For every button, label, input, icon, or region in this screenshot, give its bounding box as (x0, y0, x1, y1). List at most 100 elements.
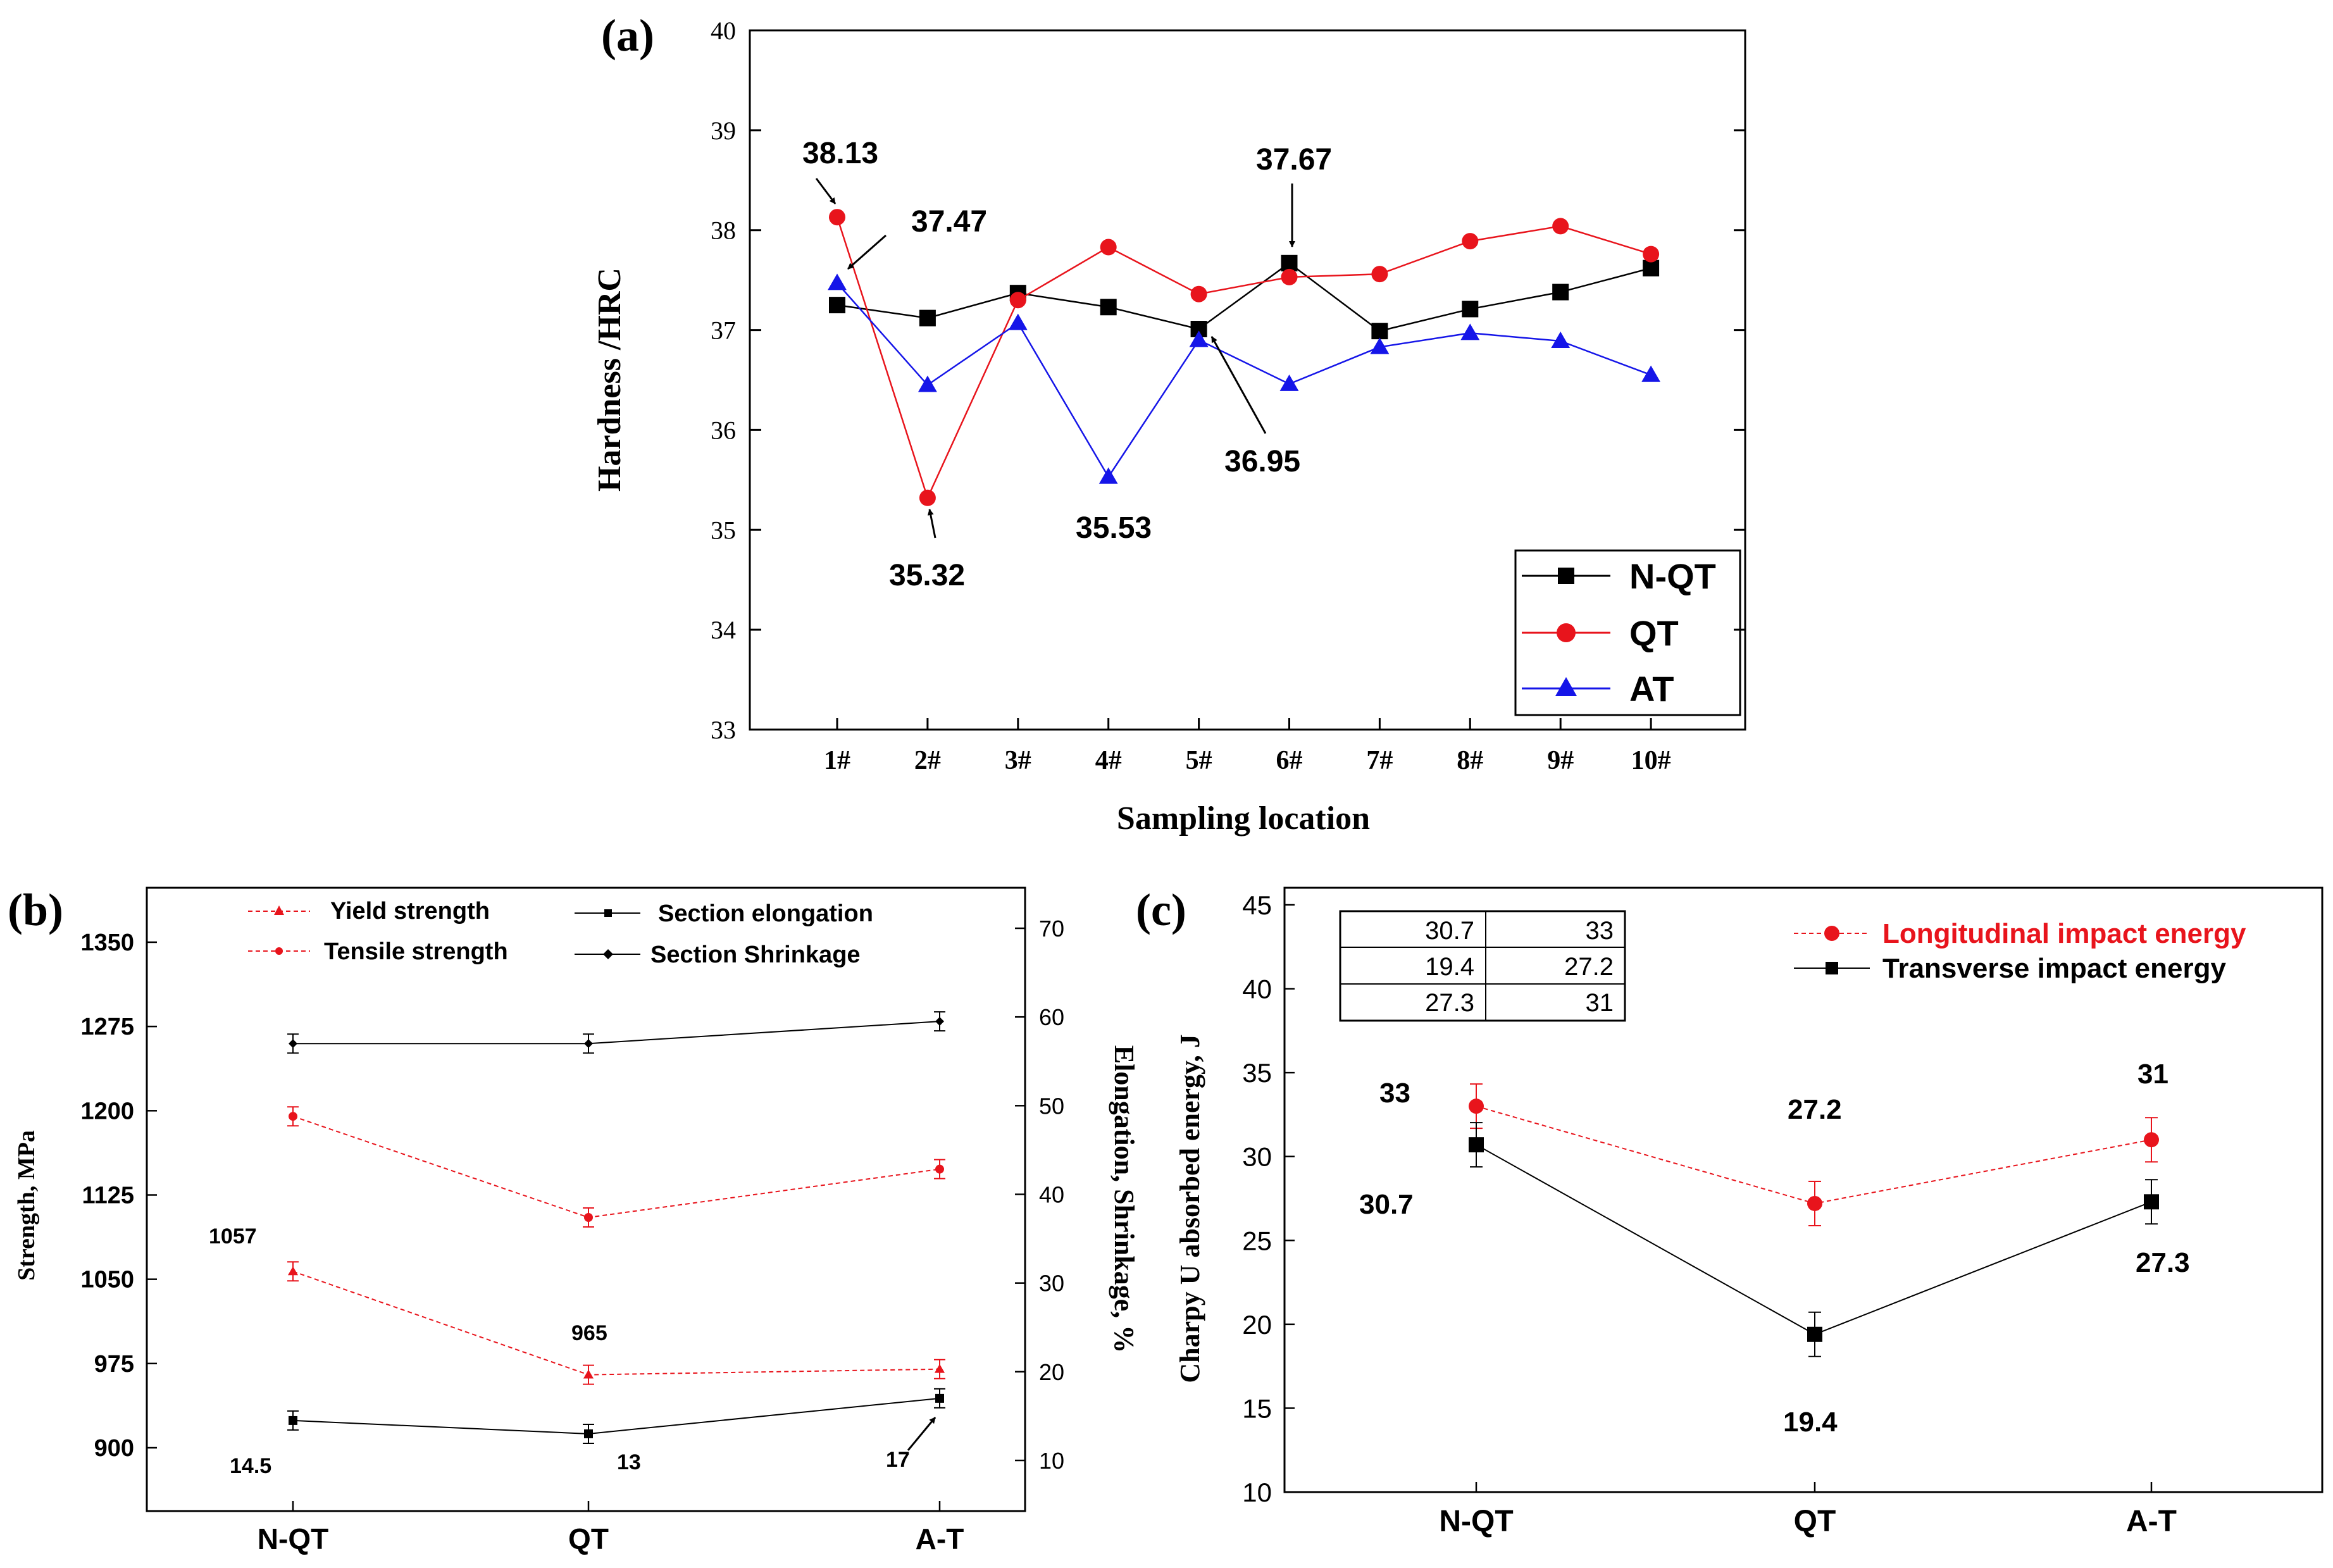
y2-tick-label: 10 (1039, 1448, 1064, 1474)
legend-label-transverse: Transverse impact energy (1882, 953, 2226, 984)
y-tick-label: 1125 (82, 1183, 134, 1209)
y-tick-label: 10 (1242, 1478, 1272, 1507)
panel-a-legend-box (1514, 549, 1741, 716)
annotation-19-4: 19.4 (1783, 1407, 1838, 1438)
annotation-31: 31 (2137, 1059, 2168, 1090)
x-tick-label: A-T (2126, 1505, 2177, 1538)
data-point-yield-strength (934, 1364, 945, 1373)
table-cell-r1c2: 33 (1586, 917, 1614, 945)
data-point-n-qt (1281, 254, 1298, 271)
data-point-section-elongation (935, 1393, 944, 1403)
x-tick-label: 3# (1005, 746, 1031, 775)
panel-a-x-axis-title: Sampling location (1117, 800, 1370, 837)
y2-tick-label: 50 (1039, 1093, 1064, 1119)
panel-a-y-axis: 33 34 35 36 37 38 39 40 (711, 16, 1745, 744)
data-point-qt (919, 489, 936, 506)
data-point-n-qt (1552, 283, 1569, 301)
data-point-n-qt (1462, 301, 1479, 318)
y-tick-label: 1200 (80, 1098, 134, 1124)
data-point-transverse-impact-energy (1807, 1326, 1822, 1342)
y-tick-label: 35 (1242, 1058, 1272, 1088)
legend-label-shrinkage: Section Shrinkage (650, 942, 861, 968)
series-line-yield-strength (292, 1271, 940, 1376)
panel-b-plot-frame (146, 887, 1026, 1512)
series-line-section-elongation (292, 1397, 940, 1434)
legend-label-nqt: N-QT (1629, 556, 1716, 596)
panel-c: (c) 10 15 20 25 30 35 40 45 N-QT QT A-T Charpy U … (1136, 885, 2324, 1538)
x-tick-label: 9# (1547, 746, 1574, 775)
panel-c-plot-frame (1283, 887, 2324, 1493)
data-point-at (1641, 365, 1661, 382)
legend-marker-shrinkage (603, 949, 613, 959)
panel-c-x-axis: N-QT QT A-T (1439, 1482, 2177, 1538)
panel-b: (b) 900 975 1050 1125 1200 1275 1350 10 20 30 40 5… (8, 885, 1140, 1555)
data-point-at (1460, 323, 1480, 340)
legend-label-tensile: Tensile strength (324, 938, 508, 965)
data-point-tensile-strength (289, 1112, 297, 1121)
y-tick-label: 39 (711, 116, 736, 145)
panel-b-y2-axis-title: Elongation, Shrinkage, % (1109, 1045, 1140, 1353)
data-point-longitudinal-impact-energy (2144, 1132, 2159, 1148)
y-tick-label: 15 (1242, 1393, 1272, 1423)
y-tick-label: 30 (1242, 1142, 1272, 1172)
x-tick-label: N-QT (1439, 1505, 1513, 1538)
annotation-17: 17 (886, 1448, 910, 1472)
y-tick-label: 37 (711, 316, 736, 345)
data-point-yield-strength (583, 1369, 594, 1379)
annotation-30-7: 30.7 (1359, 1189, 1414, 1220)
legend-label-qt: QT (1629, 613, 1679, 653)
legend-marker-tensile (275, 947, 283, 955)
data-point-section-shrinkage (289, 1039, 297, 1048)
annotation-27-3: 27.3 (2136, 1247, 2190, 1278)
panel-a-plot-frame (749, 29, 1746, 731)
series-line-tensile-strength (292, 1116, 940, 1219)
table-cell-r2c2: 27.2 (1564, 953, 1614, 981)
series-line-qt (836, 216, 1652, 501)
data-point-qt (1281, 268, 1298, 285)
panel-c-data-table: 30.7 33 19.4 27.2 27.3 31 (1339, 910, 1626, 1022)
panel-a-label: (a) (601, 10, 654, 61)
data-point-n-qt (1100, 299, 1117, 316)
legend-label-longitudinal: Longitudinal impact energy (1882, 918, 2246, 949)
annotation-35-32: 35.32 (889, 559, 965, 592)
y-tick-label: 45 (1242, 890, 1272, 920)
panel-a-y-axis-title: Hardness /HRC (592, 268, 628, 492)
annotation-27-2: 27.2 (1788, 1094, 1842, 1125)
data-point-at (918, 375, 937, 392)
data-point-qt (1100, 239, 1117, 256)
data-point-longitudinal-impact-energy (1807, 1195, 1822, 1211)
panel-b-annotations: 1057 965 14.5 13 17 (209, 1224, 936, 1478)
legend-label-at: AT (1629, 669, 1674, 709)
data-point-qt (829, 209, 845, 226)
x-tick-label: QT (568, 1522, 609, 1555)
annotation-1057: 1057 (209, 1224, 257, 1248)
data-point-n-qt (919, 309, 936, 327)
data-point-section-elongation (289, 1416, 297, 1425)
annotation-37-67: 37.67 (1256, 143, 1332, 177)
y-tick-label: 36 (711, 416, 736, 444)
x-tick-label: 10# (1631, 746, 1671, 775)
x-tick-label: QT (1794, 1505, 1836, 1538)
panel-c-annotations: 33 30.7 27.2 19.4 31 27.3 (1359, 1059, 2190, 1438)
data-point-at (1189, 330, 1209, 347)
y-tick-label: 20 (1242, 1310, 1272, 1340)
data-point-longitudinal-impact-energy (1469, 1098, 1484, 1114)
table-cell-r2c1: 19.4 (1425, 953, 1474, 981)
data-point-section-shrinkage (935, 1017, 944, 1026)
panel-b-y-axis-title: Strength, MPa (13, 1130, 40, 1281)
data-point-transverse-impact-energy (1469, 1137, 1484, 1153)
legend-marker-nqt (1558, 568, 1574, 584)
legend-marker-qt (1557, 623, 1576, 642)
data-point-qt (1371, 266, 1388, 283)
panel-c-legend: Longitudinal impact energy Transverse im… (1794, 918, 2246, 984)
annotation-965: 965 (571, 1321, 607, 1345)
data-point-section-shrinkage (584, 1039, 593, 1048)
y2-tick-label: 70 (1039, 916, 1064, 942)
y-tick-label: 40 (1242, 974, 1272, 1004)
x-tick-label: 7# (1366, 746, 1393, 775)
y-tick-label: 34 (711, 616, 736, 644)
x-tick-label: A-T (916, 1522, 964, 1555)
annotation-13: 13 (617, 1450, 641, 1474)
data-point-transverse-impact-energy (2144, 1194, 2159, 1210)
panel-c-series (1469, 1083, 2159, 1357)
